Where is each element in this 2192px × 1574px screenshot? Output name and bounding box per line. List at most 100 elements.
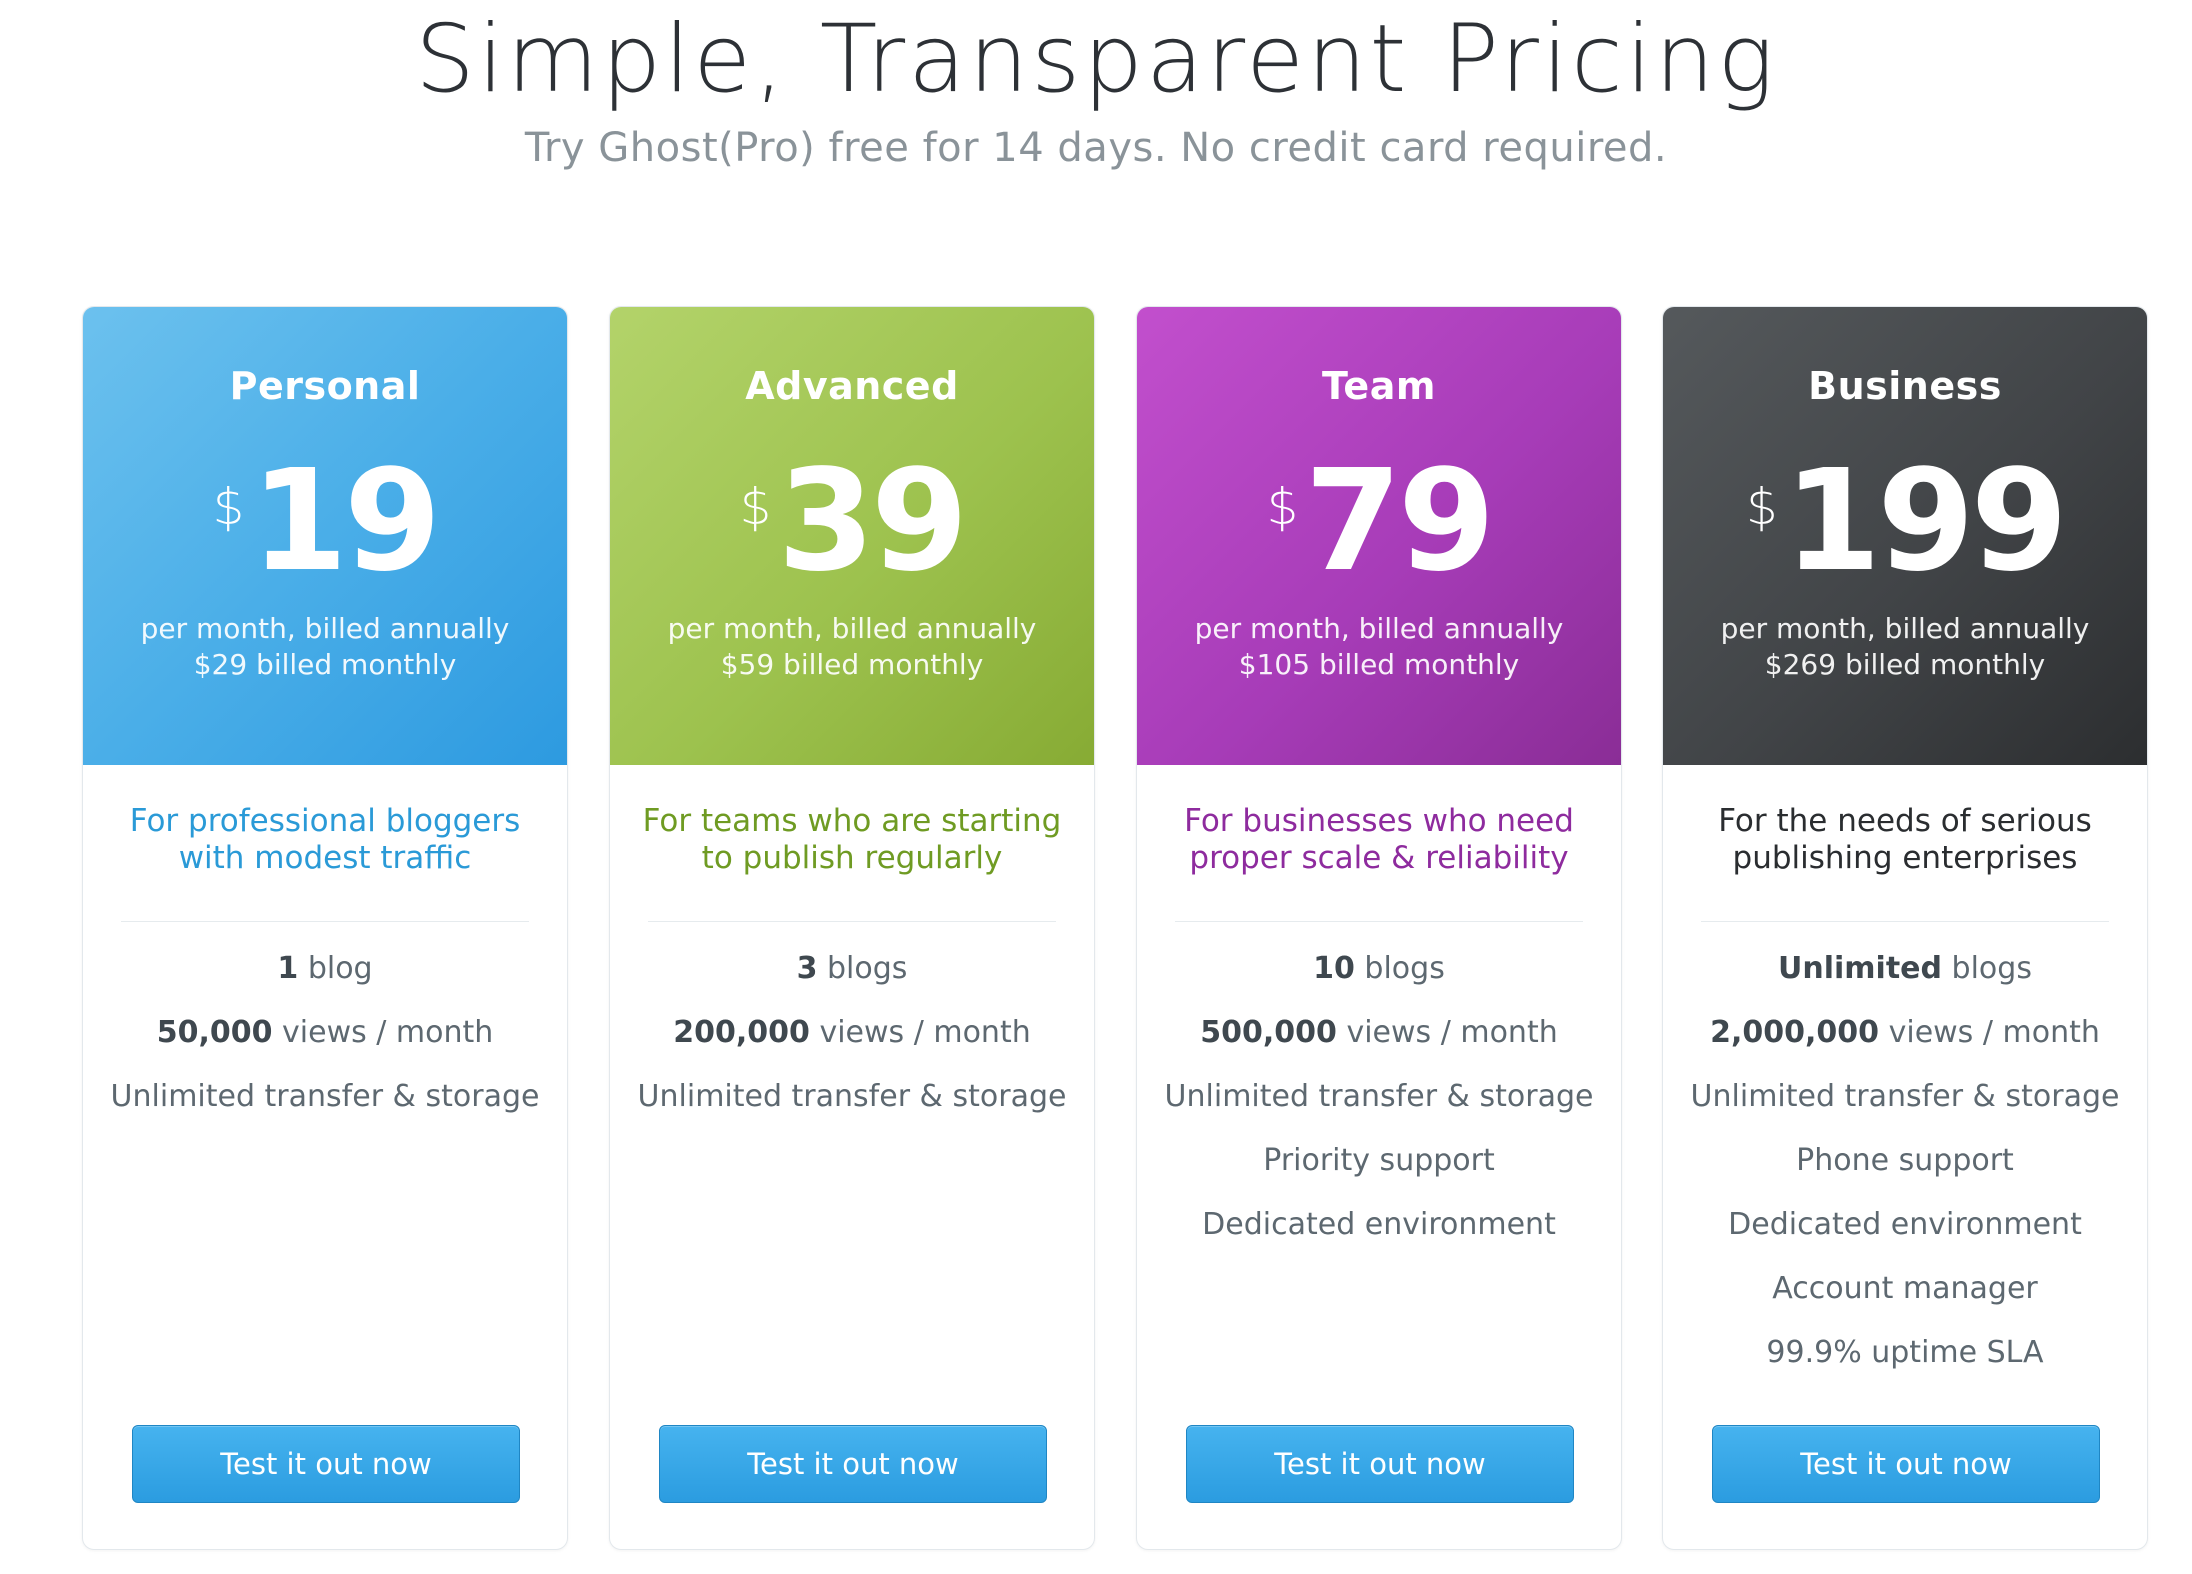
price-amount: 199: [1783, 440, 2068, 603]
feature-highlight: 200,000: [673, 1015, 810, 1050]
test-it-out-button[interactable]: Test it out now: [659, 1425, 1047, 1503]
feature-item: 50,000 views / month: [83, 1008, 567, 1072]
feature-item: 99.9% uptime SLA: [1663, 1328, 2147, 1392]
feature-text: Dedicated environment: [1728, 1207, 2082, 1242]
feature-text: views / month: [272, 1015, 494, 1050]
feature-text: blogs: [1354, 951, 1445, 986]
price-amount: 39: [777, 440, 968, 603]
feature-item: 200,000 views / month: [610, 1008, 1094, 1072]
feature-list: 1 blog 50,000 views / month Unlimited tr…: [83, 944, 567, 1136]
currency-symbol: $: [1266, 478, 1299, 536]
feature-item: Dedicated environment: [1137, 1200, 1621, 1264]
currency-symbol: $: [212, 478, 245, 536]
tagline-line: For professional bloggers: [129, 803, 521, 839]
feature-item: 10 blogs: [1137, 944, 1621, 1008]
divider: [121, 921, 529, 922]
feature-text: 99.9% uptime SLA: [1766, 1335, 2044, 1370]
feature-text: views / month: [809, 1015, 1031, 1050]
plan-name: Personal: [229, 364, 421, 408]
feature-text: Unlimited transfer & storage: [637, 1079, 1067, 1114]
billing-annual: per month, billed annually: [667, 612, 1037, 645]
pricing-header: Simple, Transparent Pricing Try Ghost(Pr…: [0, 0, 2192, 172]
price-amount: 19: [250, 440, 441, 603]
test-it-out-button[interactable]: Test it out now: [1186, 1425, 1574, 1503]
feature-highlight: 10: [1313, 951, 1355, 986]
billing-info: per month, billed annually $269 billed m…: [1663, 611, 2147, 683]
feature-text: views / month: [1336, 1015, 1558, 1050]
plan-card-team: Team $79 per month, billed annually $105…: [1136, 306, 1622, 1550]
feature-item: 2,000,000 views / month: [1663, 1008, 2147, 1072]
billing-annual: per month, billed annually: [1720, 612, 2090, 645]
feature-item: Unlimited blogs: [1663, 944, 2147, 1008]
feature-text: blog: [298, 951, 373, 986]
plan-tagline: For teams who are starting to publish re…: [630, 803, 1074, 879]
feature-list: 3 blogs 200,000 views / month Unlimited …: [610, 944, 1094, 1136]
feature-item: 500,000 views / month: [1137, 1008, 1621, 1072]
divider: [1175, 921, 1583, 922]
feature-text: Priority support: [1263, 1143, 1495, 1178]
feature-list: Unlimited blogs 2,000,000 views / month …: [1663, 944, 2147, 1392]
billing-monthly: $59 billed monthly: [720, 648, 984, 681]
feature-text: Account manager: [1772, 1271, 2038, 1306]
feature-highlight: 500,000: [1200, 1015, 1337, 1050]
feature-item: Unlimited transfer & storage: [1137, 1072, 1621, 1136]
billing-monthly: $29 billed monthly: [193, 648, 457, 681]
feature-text: Unlimited transfer & storage: [1690, 1079, 2120, 1114]
plan-price: $39: [610, 447, 1094, 597]
feature-text: blogs: [1942, 951, 2032, 986]
feature-highlight: Unlimited: [1778, 951, 1943, 986]
feature-item: Priority support: [1137, 1136, 1621, 1200]
feature-item: Unlimited transfer & storage: [1663, 1072, 2147, 1136]
tagline-line: For teams who are starting: [642, 803, 1062, 839]
tagline-line: to publish regularly: [701, 840, 1003, 876]
billing-annual: per month, billed annually: [1194, 612, 1564, 645]
billing-monthly: $105 billed monthly: [1238, 648, 1520, 681]
divider: [1701, 921, 2109, 922]
billing-monthly: $269 billed monthly: [1764, 648, 2046, 681]
feature-item: Unlimited transfer & storage: [83, 1072, 567, 1136]
plan-header: Advanced $39 per month, billed annually …: [610, 307, 1094, 765]
feature-highlight: 1: [277, 951, 299, 986]
feature-item: Dedicated environment: [1663, 1200, 2147, 1264]
test-it-out-button[interactable]: Test it out now: [1712, 1425, 2100, 1503]
feature-item: 1 blog: [83, 944, 567, 1008]
currency-symbol: $: [1745, 478, 1778, 536]
billing-info: per month, billed annually $59 billed mo…: [610, 611, 1094, 683]
tagline-line: publishing enterprises: [1732, 840, 2078, 876]
feature-text: Unlimited transfer & storage: [1164, 1079, 1594, 1114]
page-subtitle: Try Ghost(Pro) free for 14 days. No cred…: [524, 125, 1668, 171]
feature-text: views / month: [1879, 1015, 2100, 1050]
tagline-line: with modest traffic: [178, 840, 472, 876]
feature-item: Phone support: [1663, 1136, 2147, 1200]
feature-highlight: 50,000: [156, 1015, 273, 1050]
plan-tagline: For professional bloggers with modest tr…: [103, 803, 547, 879]
plan-name: Team: [1322, 364, 1436, 408]
plan-header: Team $79 per month, billed annually $105…: [1137, 307, 1621, 765]
feature-item: Account manager: [1663, 1264, 2147, 1328]
price-amount: 79: [1304, 440, 1495, 603]
plan-name: Advanced: [745, 364, 959, 408]
plan-header: Personal $19 per month, billed annually …: [83, 307, 567, 765]
billing-annual: per month, billed annually: [140, 612, 510, 645]
billing-info: per month, billed annually $105 billed m…: [1137, 611, 1621, 683]
page-title: Simple, Transparent Pricing: [415, 5, 1777, 114]
plan-card-personal: Personal $19 per month, billed annually …: [82, 306, 568, 1550]
plan-price: $19: [83, 447, 567, 597]
plan-card-business: Business $199 per month, billed annually…: [1662, 306, 2148, 1550]
feature-text: Unlimited transfer & storage: [110, 1079, 540, 1114]
test-it-out-button[interactable]: Test it out now: [132, 1425, 520, 1503]
feature-item: Unlimited transfer & storage: [610, 1072, 1094, 1136]
tagline-line: For the needs of serious: [1718, 803, 2092, 839]
feature-highlight: 3: [796, 951, 818, 986]
tagline-line: proper scale & reliability: [1189, 840, 1569, 876]
pricing-cards: Personal $19 per month, billed annually …: [82, 306, 2148, 1550]
currency-symbol: $: [739, 478, 772, 536]
plan-card-advanced: Advanced $39 per month, billed annually …: [609, 306, 1095, 1550]
plan-price: $199: [1663, 447, 2147, 597]
tagline-line: For businesses who need: [1184, 803, 1574, 839]
feature-text: Dedicated environment: [1202, 1207, 1556, 1242]
feature-text: Phone support: [1796, 1143, 2014, 1178]
feature-highlight: 2,000,000: [1710, 1015, 1880, 1050]
plan-price: $79: [1137, 447, 1621, 597]
